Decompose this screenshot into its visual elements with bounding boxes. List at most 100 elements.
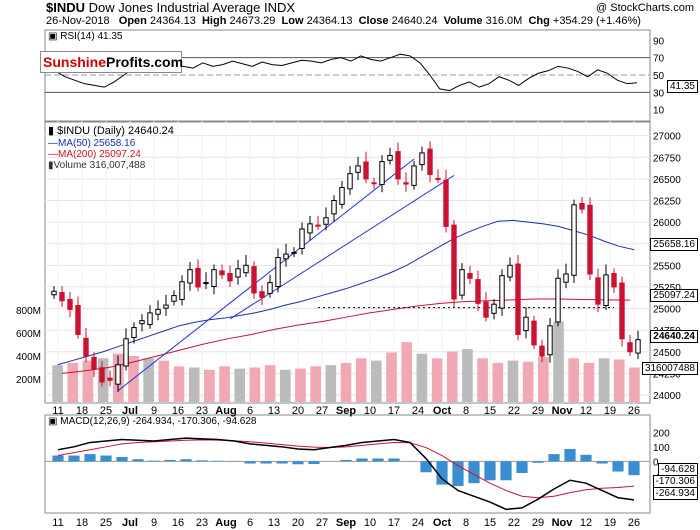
candle-body <box>515 263 521 335</box>
x-tick-label: 18 <box>76 405 88 417</box>
candle-body <box>347 173 353 190</box>
price-tick-label: 26000 <box>653 218 681 229</box>
volume-bar <box>507 360 519 402</box>
candle-body <box>411 165 417 186</box>
logo-part1: Sunshine <box>43 54 107 70</box>
macd-histogram-bar <box>564 449 576 462</box>
macd-histogram-bar <box>340 459 352 462</box>
candle-body <box>547 325 553 356</box>
volume-bar <box>613 359 625 402</box>
ma200-value-tag: 25097.24 <box>650 289 698 302</box>
x-tick-label-bottom: Jul <box>122 517 138 529</box>
x-tick-label: 20 <box>292 405 304 417</box>
quote-date: 26-Nov-2018 <box>46 15 110 27</box>
price-marker-icon: ▮ <box>48 125 55 137</box>
ma200-legend-icon: — <box>48 149 58 160</box>
macd-histogram-bar <box>500 461 512 481</box>
trendlines <box>117 158 614 392</box>
volume-bar <box>52 365 63 402</box>
candle-body <box>187 269 193 284</box>
candle-body <box>131 327 137 339</box>
candle-body <box>227 273 233 282</box>
macd-histogram-bar <box>308 461 320 464</box>
candle-body <box>403 182 409 185</box>
volume-bar <box>295 368 306 402</box>
x-tick-label-bottom: 17 <box>388 517 400 529</box>
candle-body <box>283 253 289 260</box>
macd-histogram-bar <box>100 455 112 462</box>
macd-histogram-bar <box>292 461 304 465</box>
candle-body <box>219 270 225 276</box>
macd-histogram-bar <box>516 461 528 473</box>
candle-body <box>595 277 601 305</box>
volume-bar <box>446 351 458 402</box>
candle-body <box>467 273 473 279</box>
x-tick-label-bottom: 25 <box>100 517 112 529</box>
x-tick-label-bottom: 29 <box>532 517 544 529</box>
candle-body <box>371 182 377 185</box>
y-axis-labels: 2700026750265002625026000257502550025250… <box>16 36 681 497</box>
macd-marker-icon: ▣ <box>48 416 58 427</box>
candle-body <box>619 282 625 340</box>
candle-body <box>147 312 153 326</box>
macd-histogram-bar <box>372 458 384 462</box>
macd-histogram-bar <box>196 460 208 462</box>
volume-bar <box>492 362 504 402</box>
index-name: Dow Jones Industrial Average <box>88 0 261 15</box>
candle-body <box>395 151 401 180</box>
x-tick-label: 26 <box>628 405 640 417</box>
candle-body <box>483 301 489 318</box>
candle-body <box>267 282 273 294</box>
x-tick-label: 12 <box>580 405 592 417</box>
macd-histogram-bar <box>68 455 80 462</box>
macd-histogram-bar <box>84 454 96 462</box>
macd-tick-label: 0 <box>653 457 659 468</box>
volume-bar <box>431 358 443 402</box>
low-label: Low <box>281 15 304 27</box>
macd-histogram-bar <box>116 457 128 462</box>
x-tick-label-bottom: Oct <box>433 517 452 529</box>
ma50-legend-text: MA(50) 25658.16 <box>58 138 136 149</box>
candle-body <box>427 148 433 176</box>
x-tick-label: Jul <box>122 405 138 417</box>
x-tick-label: Oct <box>433 405 452 417</box>
rsi-tick-label: 90 <box>653 36 665 47</box>
macd-histogram-bar <box>596 461 608 464</box>
open-value: 24364.13 <box>149 15 196 27</box>
x-tick-label-bottom: 20 <box>292 517 304 529</box>
volume-bar <box>477 358 488 402</box>
rsi-tick-label: 30 <box>653 88 665 99</box>
price-tick-label: 25250 <box>653 283 681 294</box>
macd-histogram-bar <box>452 461 464 487</box>
candle-body <box>507 264 513 278</box>
candle-body <box>243 264 249 274</box>
candle-body <box>163 304 169 309</box>
trendline-shallow <box>229 174 455 320</box>
rsi-value-tag: 41.35 <box>666 80 698 93</box>
macd-histogram-bar <box>52 455 64 462</box>
price-panel-frame <box>44 120 651 404</box>
volume-bar <box>553 321 564 402</box>
price-label: ▮ $INDU (Daily) 24640.24 <box>48 124 174 137</box>
candle-body <box>91 356 97 370</box>
candle-body <box>107 377 113 381</box>
price-tick-label: 24500 <box>653 348 681 359</box>
candle-body <box>67 298 73 310</box>
volume-bar <box>386 352 397 402</box>
rsi-label-text: RSI(14) 41.35 <box>60 31 123 42</box>
ma50-line <box>57 219 635 366</box>
x-tick-label-bottom: 27 <box>316 517 328 529</box>
candle-body <box>307 223 313 234</box>
volume-bar <box>67 362 79 402</box>
candle-body <box>179 281 185 300</box>
macd-label: ▣ MACD(12,26,9) -264.934, -170.306, -94.… <box>48 416 256 427</box>
exchange-name: INDX <box>264 0 296 15</box>
candle-body <box>459 269 465 296</box>
rsi-marker-icon: ▣ <box>48 31 58 42</box>
volume-bar <box>264 365 276 402</box>
x-tick-label: 8 <box>463 405 469 417</box>
volume-bar <box>310 366 321 402</box>
x-tick-label-bottom: 12 <box>580 517 592 529</box>
candle-body <box>571 204 577 276</box>
